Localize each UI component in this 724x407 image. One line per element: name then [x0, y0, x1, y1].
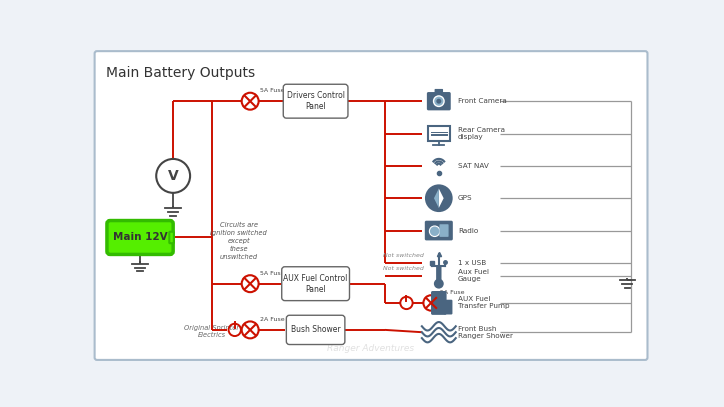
Text: Not switched: Not switched [383, 253, 424, 258]
Circle shape [437, 99, 442, 104]
FancyBboxPatch shape [425, 221, 452, 241]
FancyBboxPatch shape [287, 315, 345, 344]
Text: Front Camera: Front Camera [458, 98, 507, 104]
Text: Original Sprinter
Electrics: Original Sprinter Electrics [184, 324, 239, 338]
FancyBboxPatch shape [439, 224, 449, 237]
FancyBboxPatch shape [428, 126, 450, 141]
Text: Circuits are
ignition switched
except
these
unswitched: Circuits are ignition switched except th… [210, 222, 267, 260]
Circle shape [242, 275, 258, 292]
FancyBboxPatch shape [283, 84, 348, 118]
FancyBboxPatch shape [95, 51, 647, 360]
Circle shape [434, 96, 444, 107]
Text: Not switched: Not switched [383, 266, 424, 271]
FancyBboxPatch shape [436, 266, 442, 283]
Text: SAT NAV: SAT NAV [458, 163, 489, 169]
Text: Drivers Control
Panel: Drivers Control Panel [287, 91, 345, 111]
Circle shape [425, 184, 452, 212]
FancyBboxPatch shape [434, 89, 443, 94]
Text: 5A Fuse: 5A Fuse [260, 88, 285, 94]
Circle shape [242, 93, 258, 109]
Circle shape [156, 159, 190, 193]
Text: Front Bush
Ranger Shower: Front Bush Ranger Shower [458, 326, 513, 339]
Text: Main Battery Outputs: Main Battery Outputs [106, 66, 256, 80]
Circle shape [434, 279, 444, 289]
Text: 1 x USB: 1 x USB [458, 260, 487, 266]
FancyBboxPatch shape [282, 267, 350, 301]
Polygon shape [434, 188, 439, 208]
Text: AUX Fuel Control
Panel: AUX Fuel Control Panel [283, 274, 348, 294]
Text: Bush Shower: Bush Shower [291, 325, 340, 335]
Text: Radio: Radio [458, 228, 479, 234]
FancyBboxPatch shape [169, 232, 174, 243]
FancyBboxPatch shape [444, 300, 452, 315]
Text: V: V [168, 169, 179, 183]
FancyBboxPatch shape [427, 92, 451, 110]
Text: 5A Fuse: 5A Fuse [440, 290, 465, 295]
Text: Ranger Adventures: Ranger Adventures [327, 344, 415, 353]
Text: GPS: GPS [458, 195, 473, 201]
Text: AUX Fuel
Transfer Pump: AUX Fuel Transfer Pump [458, 296, 510, 309]
Text: Main 12V: Main 12V [113, 232, 167, 243]
Text: 5A Fuse: 5A Fuse [260, 271, 285, 276]
Text: Aux Fuel
Gauge: Aux Fuel Gauge [458, 269, 489, 282]
FancyBboxPatch shape [107, 221, 173, 254]
Circle shape [424, 295, 439, 311]
Circle shape [242, 322, 258, 338]
FancyBboxPatch shape [431, 291, 447, 315]
Polygon shape [439, 188, 444, 208]
Circle shape [429, 226, 440, 236]
Text: Rear Camera
display: Rear Camera display [458, 127, 505, 140]
Text: 2A Fuse: 2A Fuse [260, 317, 285, 322]
